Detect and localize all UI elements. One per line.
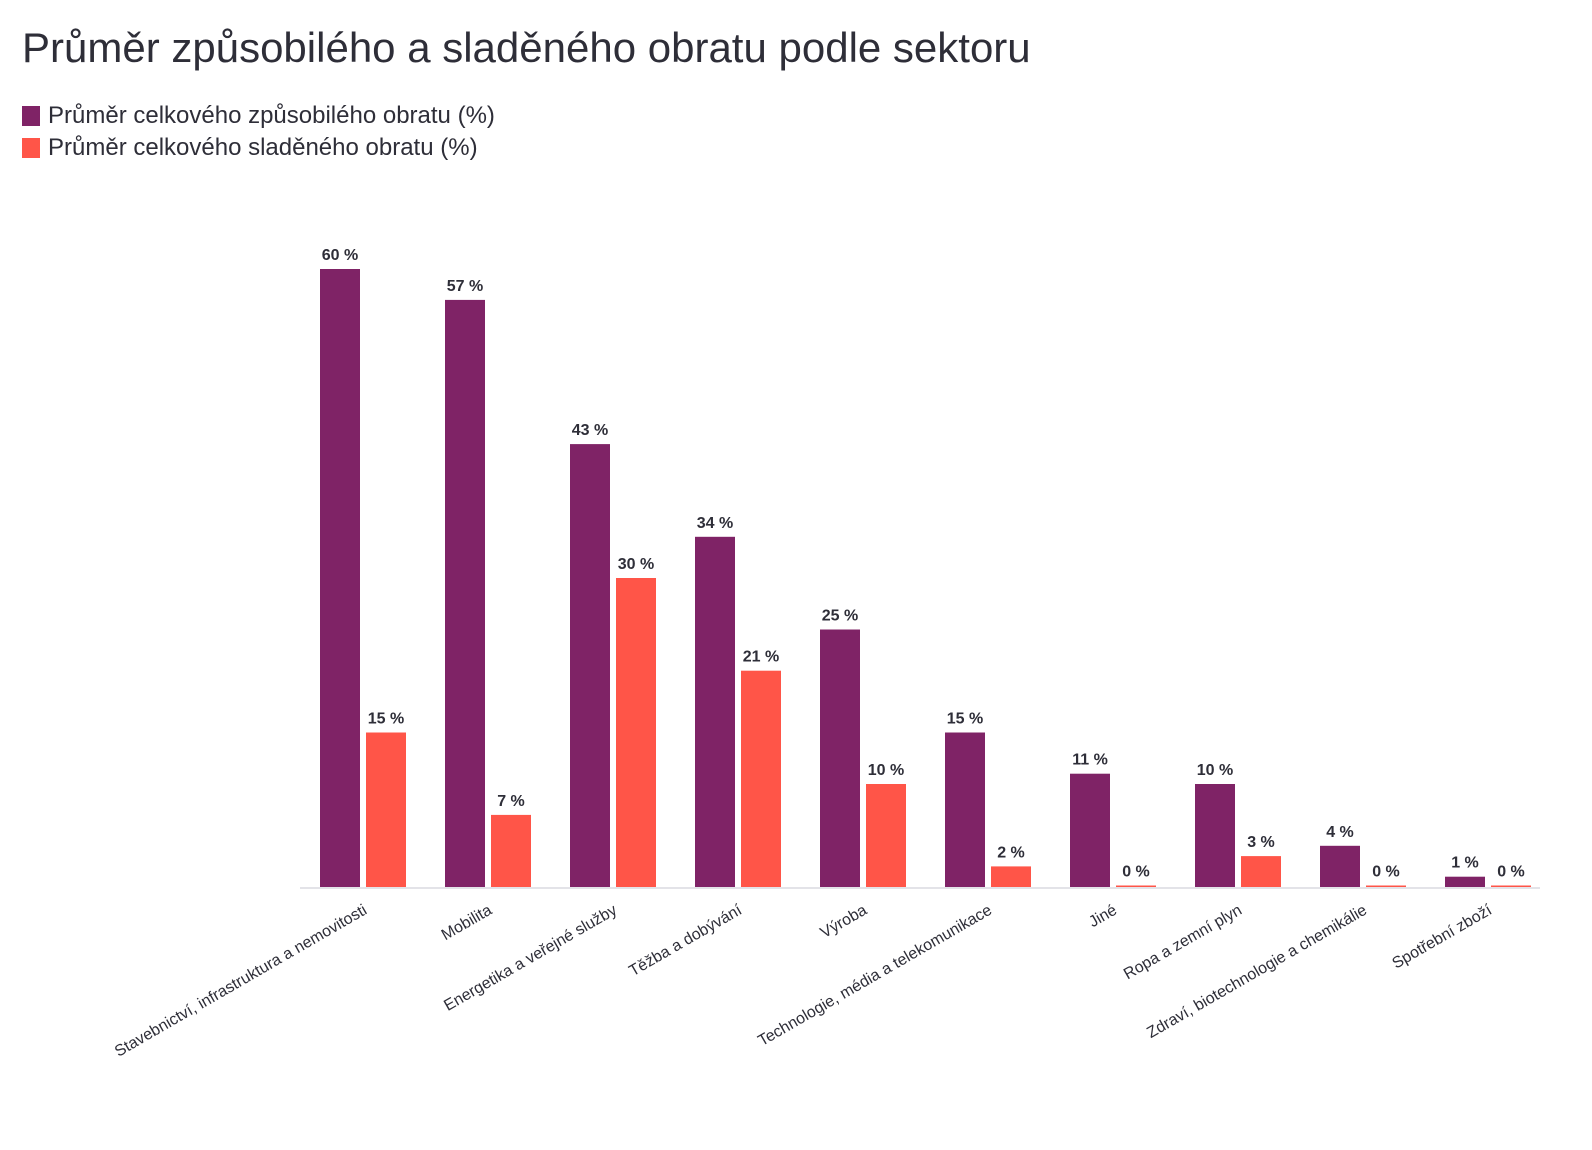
legend-swatch-eligible xyxy=(22,106,40,126)
bar-eligible-9 xyxy=(1445,876,1485,887)
legend-item-aligned: Průměr celkového sladěného obratu (%) xyxy=(22,132,495,164)
bar-eligible-3 xyxy=(695,536,735,887)
bar-aligned-8 xyxy=(1366,885,1406,887)
chart-title: Průměr způsobilého a sladěného obratu po… xyxy=(22,24,1031,71)
bar-eligible-2 xyxy=(570,444,610,887)
data-label-eligible-0: 60 % xyxy=(322,247,358,264)
data-label-aligned-6: 0 % xyxy=(1122,864,1150,881)
data-label-aligned-1: 7 % xyxy=(497,793,525,810)
bar-aligned-2 xyxy=(616,578,656,887)
data-label-aligned-3: 21 % xyxy=(743,649,779,666)
x-tick-label-9: Spotřební zboží xyxy=(1389,901,1495,972)
x-tick-label-0: Stavebnictví, infrastruktura a nemovitos… xyxy=(112,902,370,1061)
data-label-aligned-4: 10 % xyxy=(868,762,904,779)
bar-aligned-9 xyxy=(1491,885,1531,887)
data-label-aligned-8: 0 % xyxy=(1372,864,1400,881)
bar-eligible-4 xyxy=(820,629,860,887)
data-label-eligible-3: 34 % xyxy=(697,515,733,532)
bar-aligned-3 xyxy=(741,670,781,887)
bar-aligned-6 xyxy=(1116,885,1156,887)
data-label-aligned-2: 30 % xyxy=(618,556,654,573)
legend-label-aligned: Průměr celkového sladěného obratu (%) xyxy=(48,134,478,161)
x-tick-label-8: Zdraví, biotechnologie a chemikálie xyxy=(1144,902,1370,1042)
x-tick-label-4: Výroba xyxy=(818,902,870,942)
data-label-aligned-7: 3 % xyxy=(1247,834,1275,851)
x-tick-label-6: Jiné xyxy=(1086,902,1120,931)
data-label-eligible-7: 10 % xyxy=(1197,762,1233,779)
x-tick-label-5: Technologie, média a telekomunikace xyxy=(755,902,995,1050)
bar-eligible-5 xyxy=(945,732,985,887)
data-label-eligible-2: 43 % xyxy=(572,422,608,439)
x-tick-label-7: Ropa a zemní plyn xyxy=(1121,902,1245,983)
bar-eligible-0 xyxy=(320,269,360,887)
x-tick-label-3: Těžba a dobývání xyxy=(626,901,745,980)
bar-aligned-7 xyxy=(1241,856,1281,887)
bar-eligible-6 xyxy=(1070,773,1110,887)
legend-swatch-aligned xyxy=(22,138,40,158)
bar-eligible-7 xyxy=(1195,784,1235,887)
legend: Průměr celkového způsobilého obratu (%) … xyxy=(22,100,495,164)
x-tick-label-1: Mobilita xyxy=(439,902,495,944)
data-label-aligned-9: 0 % xyxy=(1497,864,1525,881)
data-label-aligned-5: 2 % xyxy=(997,844,1025,861)
bar-aligned-1 xyxy=(491,814,531,887)
bar-aligned-0 xyxy=(366,732,406,887)
data-label-aligned-0: 15 % xyxy=(368,711,404,728)
bar-aligned-5 xyxy=(991,866,1031,887)
data-label-eligible-5: 15 % xyxy=(947,711,983,728)
legend-item-eligible: Průměr celkového způsobilého obratu (%) xyxy=(22,100,495,132)
data-label-eligible-6: 11 % xyxy=(1072,752,1108,769)
bar-aligned-4 xyxy=(866,784,906,887)
data-label-eligible-1: 57 % xyxy=(447,278,483,295)
data-label-eligible-9: 1 % xyxy=(1451,855,1479,872)
bar-eligible-1 xyxy=(445,299,485,887)
data-label-eligible-8: 4 % xyxy=(1326,824,1354,841)
data-label-eligible-4: 25 % xyxy=(822,608,858,625)
legend-label-eligible: Průměr celkového způsobilého obratu (%) xyxy=(48,102,495,129)
bar-eligible-8 xyxy=(1320,845,1360,887)
